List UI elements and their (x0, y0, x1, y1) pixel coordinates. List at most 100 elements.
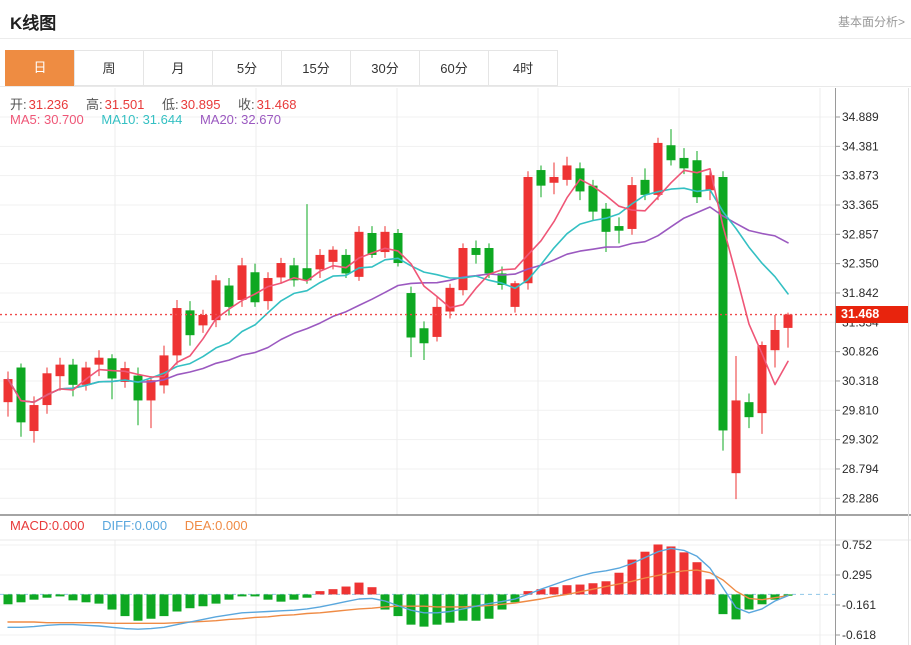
macd-bar (263, 594, 273, 600)
fundamental-analysis-link[interactable]: 基本面分析> (837, 15, 905, 29)
ma5-value: MA5: 30.700 (10, 112, 84, 127)
axis-tick-label: 32.857 (842, 227, 879, 241)
candle-body (354, 231, 364, 277)
macd-bar (627, 559, 637, 595)
candle-body (380, 231, 390, 253)
tab-15min[interactable]: 15分 (281, 50, 351, 86)
candle-body (614, 226, 624, 231)
candle-body (29, 405, 39, 432)
macd-bar (68, 594, 78, 601)
candle-body (705, 175, 715, 191)
macd-bar (302, 594, 312, 598)
candle-body (588, 185, 598, 212)
macd-bar (120, 594, 130, 617)
high-label: 高: (86, 97, 103, 112)
macd-bar (562, 585, 572, 595)
macd-bar (16, 594, 26, 603)
axis-tick-label: 29.302 (842, 433, 879, 447)
tab-4hour[interactable]: 4时 (488, 50, 558, 86)
candle-body (276, 263, 286, 278)
candle-body (198, 314, 208, 326)
ma10-value: MA10: 31.644 (101, 112, 183, 127)
candle-body (133, 375, 143, 401)
candle-body (562, 165, 572, 180)
high-value: 31.501 (104, 97, 145, 112)
macd-bar (3, 594, 13, 605)
candle-body (315, 254, 325, 270)
macd-bar (328, 589, 338, 595)
macd-bar (640, 551, 650, 595)
candle-body (120, 368, 130, 382)
macd-bar (679, 552, 689, 595)
macd-bar (224, 594, 234, 600)
candle-body (406, 293, 416, 338)
close-label: 收: (238, 97, 255, 112)
axis-tick-label: 0.295 (842, 568, 872, 582)
candle-body (328, 249, 338, 262)
tab-monthly[interactable]: 月 (143, 50, 213, 86)
macd-bar (198, 594, 208, 607)
ma-readout: MA5: 30.700 MA10: 31.644 MA20: 32.670 (10, 112, 295, 127)
candle-body (458, 248, 468, 291)
ohlc-readout: 开: 31.236 高: 31.501 低: 30.895 收: 31.468 (10, 94, 310, 113)
tab-60min[interactable]: 60分 (419, 50, 489, 86)
macd-bar (42, 594, 52, 598)
candle-body (3, 379, 13, 403)
macd-bar (653, 544, 663, 595)
macd-bar (380, 594, 390, 610)
candle-body (536, 170, 546, 186)
candle-body (627, 185, 637, 229)
macd-bar (250, 594, 260, 597)
macd-bar (211, 594, 221, 604)
dea-value: DEA:0.000 (184, 518, 248, 533)
candle-body (289, 265, 299, 281)
tab-30min[interactable]: 30分 (350, 50, 420, 86)
candle-body (94, 357, 104, 365)
macd-bar (445, 594, 455, 623)
macd-bar (81, 594, 91, 603)
macd-bar (237, 594, 247, 597)
candle-body (770, 329, 780, 351)
axis-tick-label: 30.318 (842, 374, 879, 388)
macd-readout: MACD:0.000 DIFF:0.000 DEA:0.000 (10, 518, 262, 533)
candle-body (393, 232, 403, 264)
axis-tick-label: -0.618 (842, 628, 876, 642)
candle-body (757, 345, 767, 414)
candle-body (497, 273, 507, 285)
macd-bar (666, 546, 676, 595)
candle-body (510, 283, 520, 307)
candle-body (211, 280, 221, 321)
candle-body (484, 248, 494, 274)
candle-body (679, 157, 689, 169)
kline-chart-svg: 34.889 34.381 33.873 33.365 32.857 32.350 31.8… (0, 88, 911, 645)
candle-body (107, 358, 117, 379)
candle-body (16, 367, 26, 423)
tab-weekly[interactable]: 周 (74, 50, 144, 86)
axis-tick-label: 28.286 (842, 491, 879, 505)
candle-body (549, 176, 559, 183)
candle-body (744, 402, 754, 418)
candle-body (185, 310, 195, 336)
period-tabbar: 日周月 5分 15分 30分 60分 4时 (0, 50, 911, 87)
macd-bar (601, 581, 611, 595)
candle-body (471, 248, 481, 255)
macd-bar (315, 591, 325, 595)
macd-bar (159, 594, 169, 617)
low-label: 低: (162, 97, 179, 112)
candle-body (302, 268, 312, 281)
macd-bar (107, 594, 117, 610)
macd-bar (55, 594, 65, 597)
macd-bar (367, 587, 377, 595)
macd-bar (172, 594, 182, 612)
candle-body (159, 355, 169, 386)
axis-tick-label: 31.842 (842, 286, 879, 300)
diff-value: DIFF:0.000 (102, 518, 168, 533)
diff-line (7, 547, 789, 630)
tab-daily[interactable]: 日 (5, 50, 75, 86)
macd-bar (289, 594, 299, 600)
tab-5min[interactable]: 5分 (212, 50, 282, 86)
current-price-tag: 31.468 (836, 306, 908, 323)
ma5-line (7, 168, 789, 404)
candle-body (666, 145, 676, 161)
